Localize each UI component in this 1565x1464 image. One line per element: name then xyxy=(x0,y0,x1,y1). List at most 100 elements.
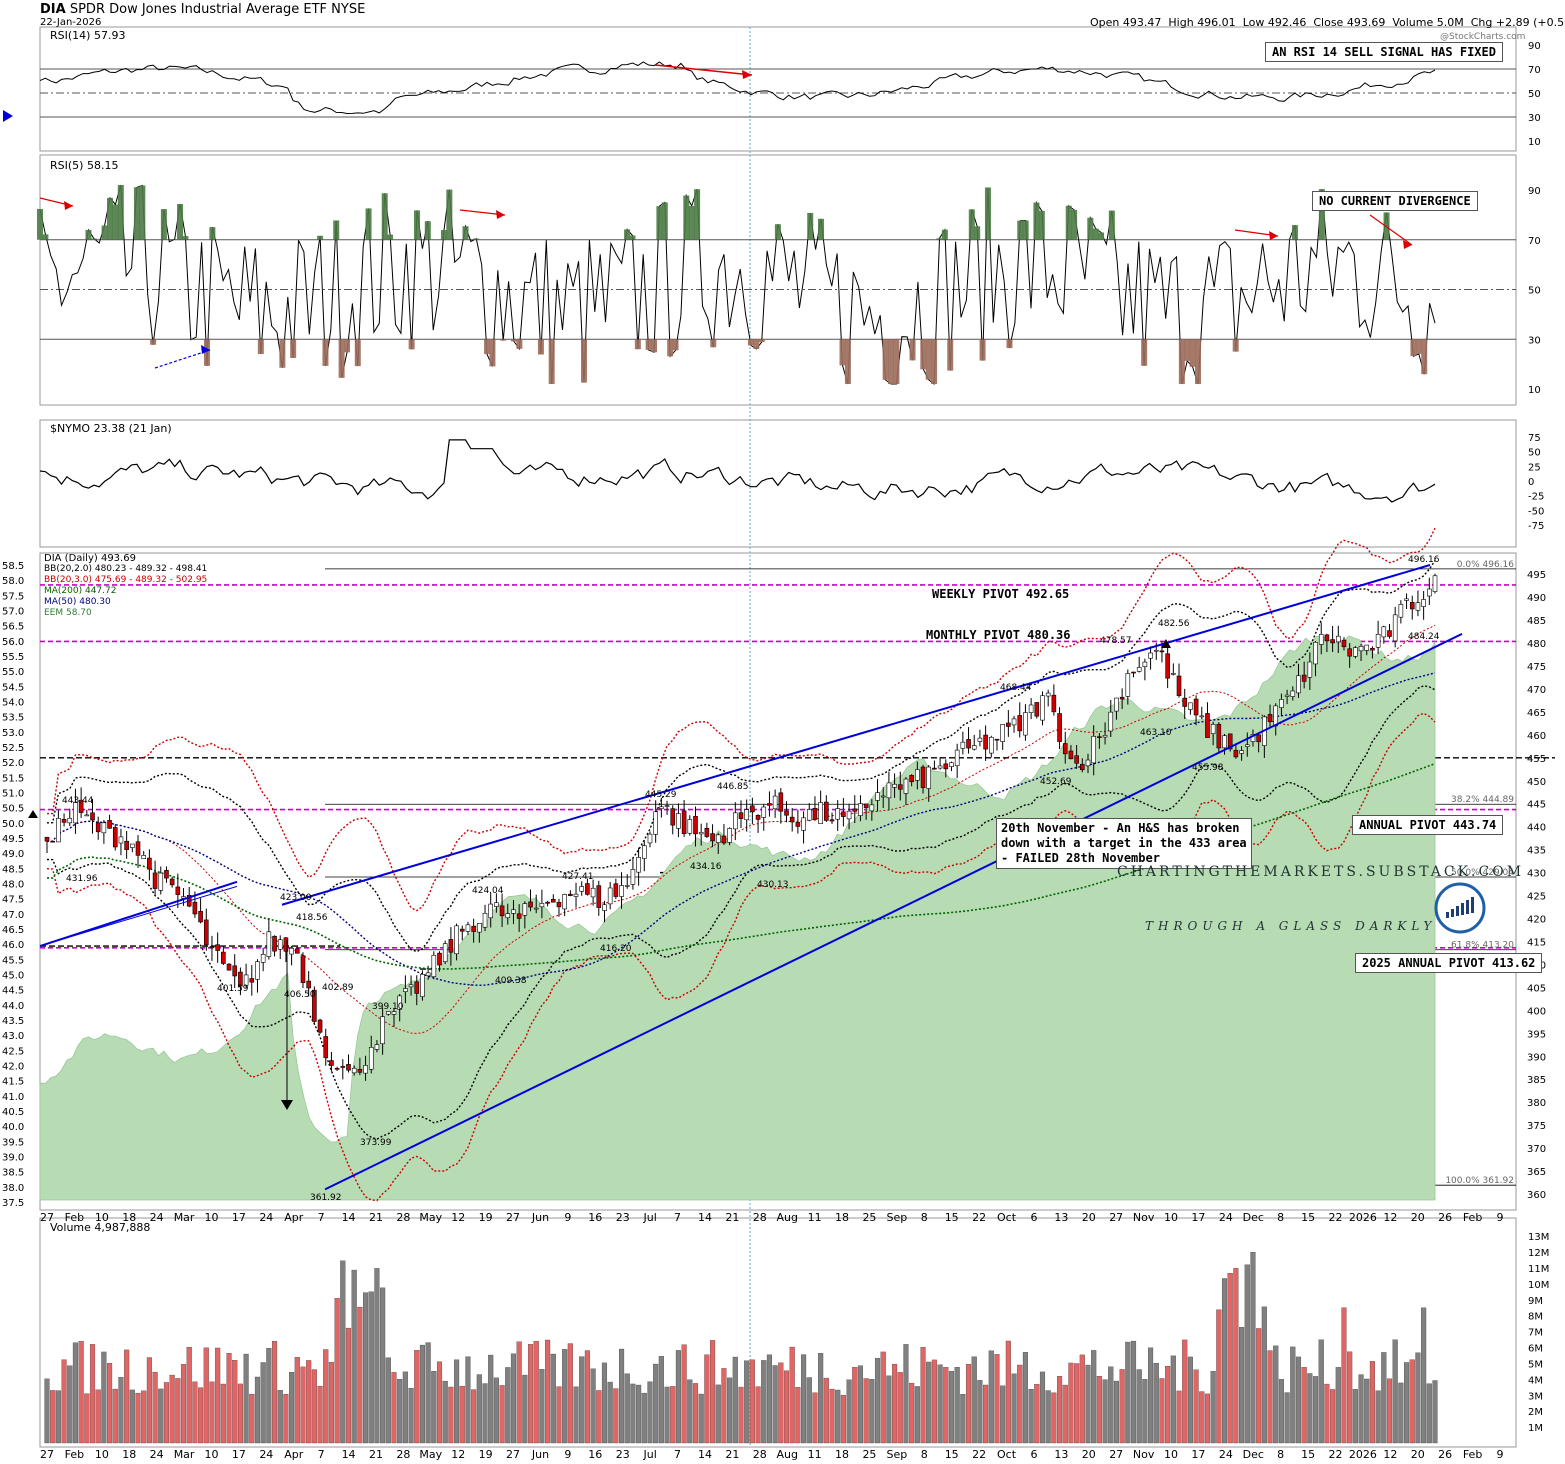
rsi5-oversold-fill xyxy=(279,339,286,368)
volume-bar xyxy=(630,1383,636,1444)
x-tick-label: 6 xyxy=(1030,1448,1037,1461)
volume-bar xyxy=(869,1379,875,1444)
volume-bar xyxy=(1079,1354,1085,1444)
volume-bar xyxy=(72,1342,78,1444)
x-tick-label: 7 xyxy=(674,1448,681,1461)
hs-note: 20th November - An H&S has broken down w… xyxy=(996,818,1252,869)
x-tick-label: 8 xyxy=(1277,1211,1284,1224)
volume-bar xyxy=(1244,1264,1250,1444)
volume-bar xyxy=(1034,1384,1040,1444)
candle-body xyxy=(1375,633,1381,648)
eem-tick: 39.0 xyxy=(2,1153,24,1164)
price-label: 423.00 xyxy=(280,893,312,903)
price-label: 445.29 xyxy=(645,790,677,800)
candle-body xyxy=(789,816,795,823)
volume-bar xyxy=(107,1363,113,1444)
volume-bar xyxy=(334,1298,340,1444)
candle-body xyxy=(886,782,892,799)
candle-body xyxy=(1398,604,1404,618)
candle-body xyxy=(516,913,522,919)
price-tick: 490 xyxy=(1527,593,1546,604)
eem-tick: 49.0 xyxy=(2,849,24,860)
x-tick-label: 10 xyxy=(95,1211,109,1224)
volume-tick: 11M xyxy=(1528,1264,1549,1275)
rsi5-oversold-fill xyxy=(516,339,523,349)
rsi5-overbought-fill xyxy=(177,204,184,240)
rsi5-oversold-fill xyxy=(489,339,496,367)
legend-bb3: BB(20,3.0) 475.69 - 489.32 - 502.95 xyxy=(44,575,208,585)
volume-bar xyxy=(220,1383,226,1444)
rsi5-tick: 10 xyxy=(1528,385,1541,396)
volume-bar xyxy=(351,1269,357,1444)
volume-bar xyxy=(50,1390,56,1444)
candle-body xyxy=(135,841,141,856)
rsi5-overbought-fill xyxy=(365,208,372,240)
rsi5-oversold-fill xyxy=(1195,339,1202,385)
volume-bar xyxy=(892,1363,898,1444)
candle-body xyxy=(368,1047,374,1070)
x-tick-label: 24 xyxy=(1219,1211,1233,1224)
candle-body xyxy=(550,898,556,903)
x-tick-label: Dec xyxy=(1243,1448,1264,1461)
x-tick-label: Aug xyxy=(776,1448,797,1461)
volume-bar xyxy=(1057,1376,1063,1444)
price-label: 427.41 xyxy=(562,872,594,882)
eem-tick: 41.5 xyxy=(2,1077,24,1088)
volume-bar xyxy=(897,1372,903,1444)
candle-body xyxy=(590,887,596,898)
rsi5-overbought-fill xyxy=(1087,217,1094,240)
price-label: 482.56 xyxy=(1158,619,1190,629)
candle-body xyxy=(795,822,801,827)
eem-tick: 57.0 xyxy=(2,607,24,618)
price-tick: 435 xyxy=(1527,846,1546,857)
candle-body xyxy=(659,806,664,809)
annual-pivot-label: ANNUAL PIVOT 443.74 xyxy=(1352,815,1504,835)
volume-bar xyxy=(829,1388,835,1444)
rsi5-arrow-head xyxy=(1269,231,1278,240)
volume-bar xyxy=(1364,1378,1370,1444)
eem-tick: 48.5 xyxy=(2,864,24,875)
candle-body xyxy=(852,808,858,812)
volume-bar xyxy=(1062,1384,1068,1444)
volume-bar xyxy=(243,1353,249,1444)
bb3-upper xyxy=(46,527,1436,912)
candle-body xyxy=(1171,673,1176,675)
candle-body xyxy=(505,913,511,919)
rsi5-oversold-fill xyxy=(925,339,932,380)
rsi14-arrow-head xyxy=(742,70,752,79)
x-tick-label: 28 xyxy=(753,1448,767,1461)
x-tick-label: 27 xyxy=(40,1448,54,1461)
candle-body xyxy=(124,840,129,850)
candle-body xyxy=(118,836,124,844)
candle-body xyxy=(380,1016,385,1045)
candle-body xyxy=(1421,599,1426,607)
rsi5-overbought-fill xyxy=(1318,189,1325,240)
rsi5-overbought-fill xyxy=(139,185,146,240)
x-tick-label: 20 xyxy=(1411,1448,1425,1461)
x-tick-label: 9 xyxy=(564,1448,571,1461)
nymo-tick: -25 xyxy=(1528,492,1544,503)
candle-body xyxy=(1233,749,1239,758)
candle-body xyxy=(636,857,641,873)
legend-dia: DIA (Daily) 493.69 xyxy=(44,553,136,564)
candle-body xyxy=(778,792,784,812)
eem-tick: 39.5 xyxy=(2,1137,24,1148)
x-tick-label: 27 xyxy=(506,1448,520,1461)
volume-bar xyxy=(1193,1369,1199,1444)
trend-early xyxy=(39,880,238,948)
price-label: 399.10 xyxy=(372,1002,404,1012)
volume-bar xyxy=(459,1385,465,1444)
price-tick: 365 xyxy=(1527,1167,1546,1178)
eem-tick: 51.5 xyxy=(2,773,24,784)
x-tick-label: Mar xyxy=(174,1211,195,1224)
rsi5-oversold-fill xyxy=(1410,339,1417,357)
rsi5-overbought-fill xyxy=(85,229,92,240)
symbol-title: DIA SPDR Dow Jones Industrial Average ET… xyxy=(40,2,365,17)
candle-body xyxy=(812,808,818,820)
x-tick-label: 19 xyxy=(479,1448,493,1461)
volume-bar xyxy=(1096,1376,1102,1444)
volume-bar xyxy=(226,1353,232,1444)
candle-body xyxy=(863,803,869,808)
rsi5-arrow-head xyxy=(201,345,210,354)
x-tick-label: 7 xyxy=(318,1211,325,1224)
